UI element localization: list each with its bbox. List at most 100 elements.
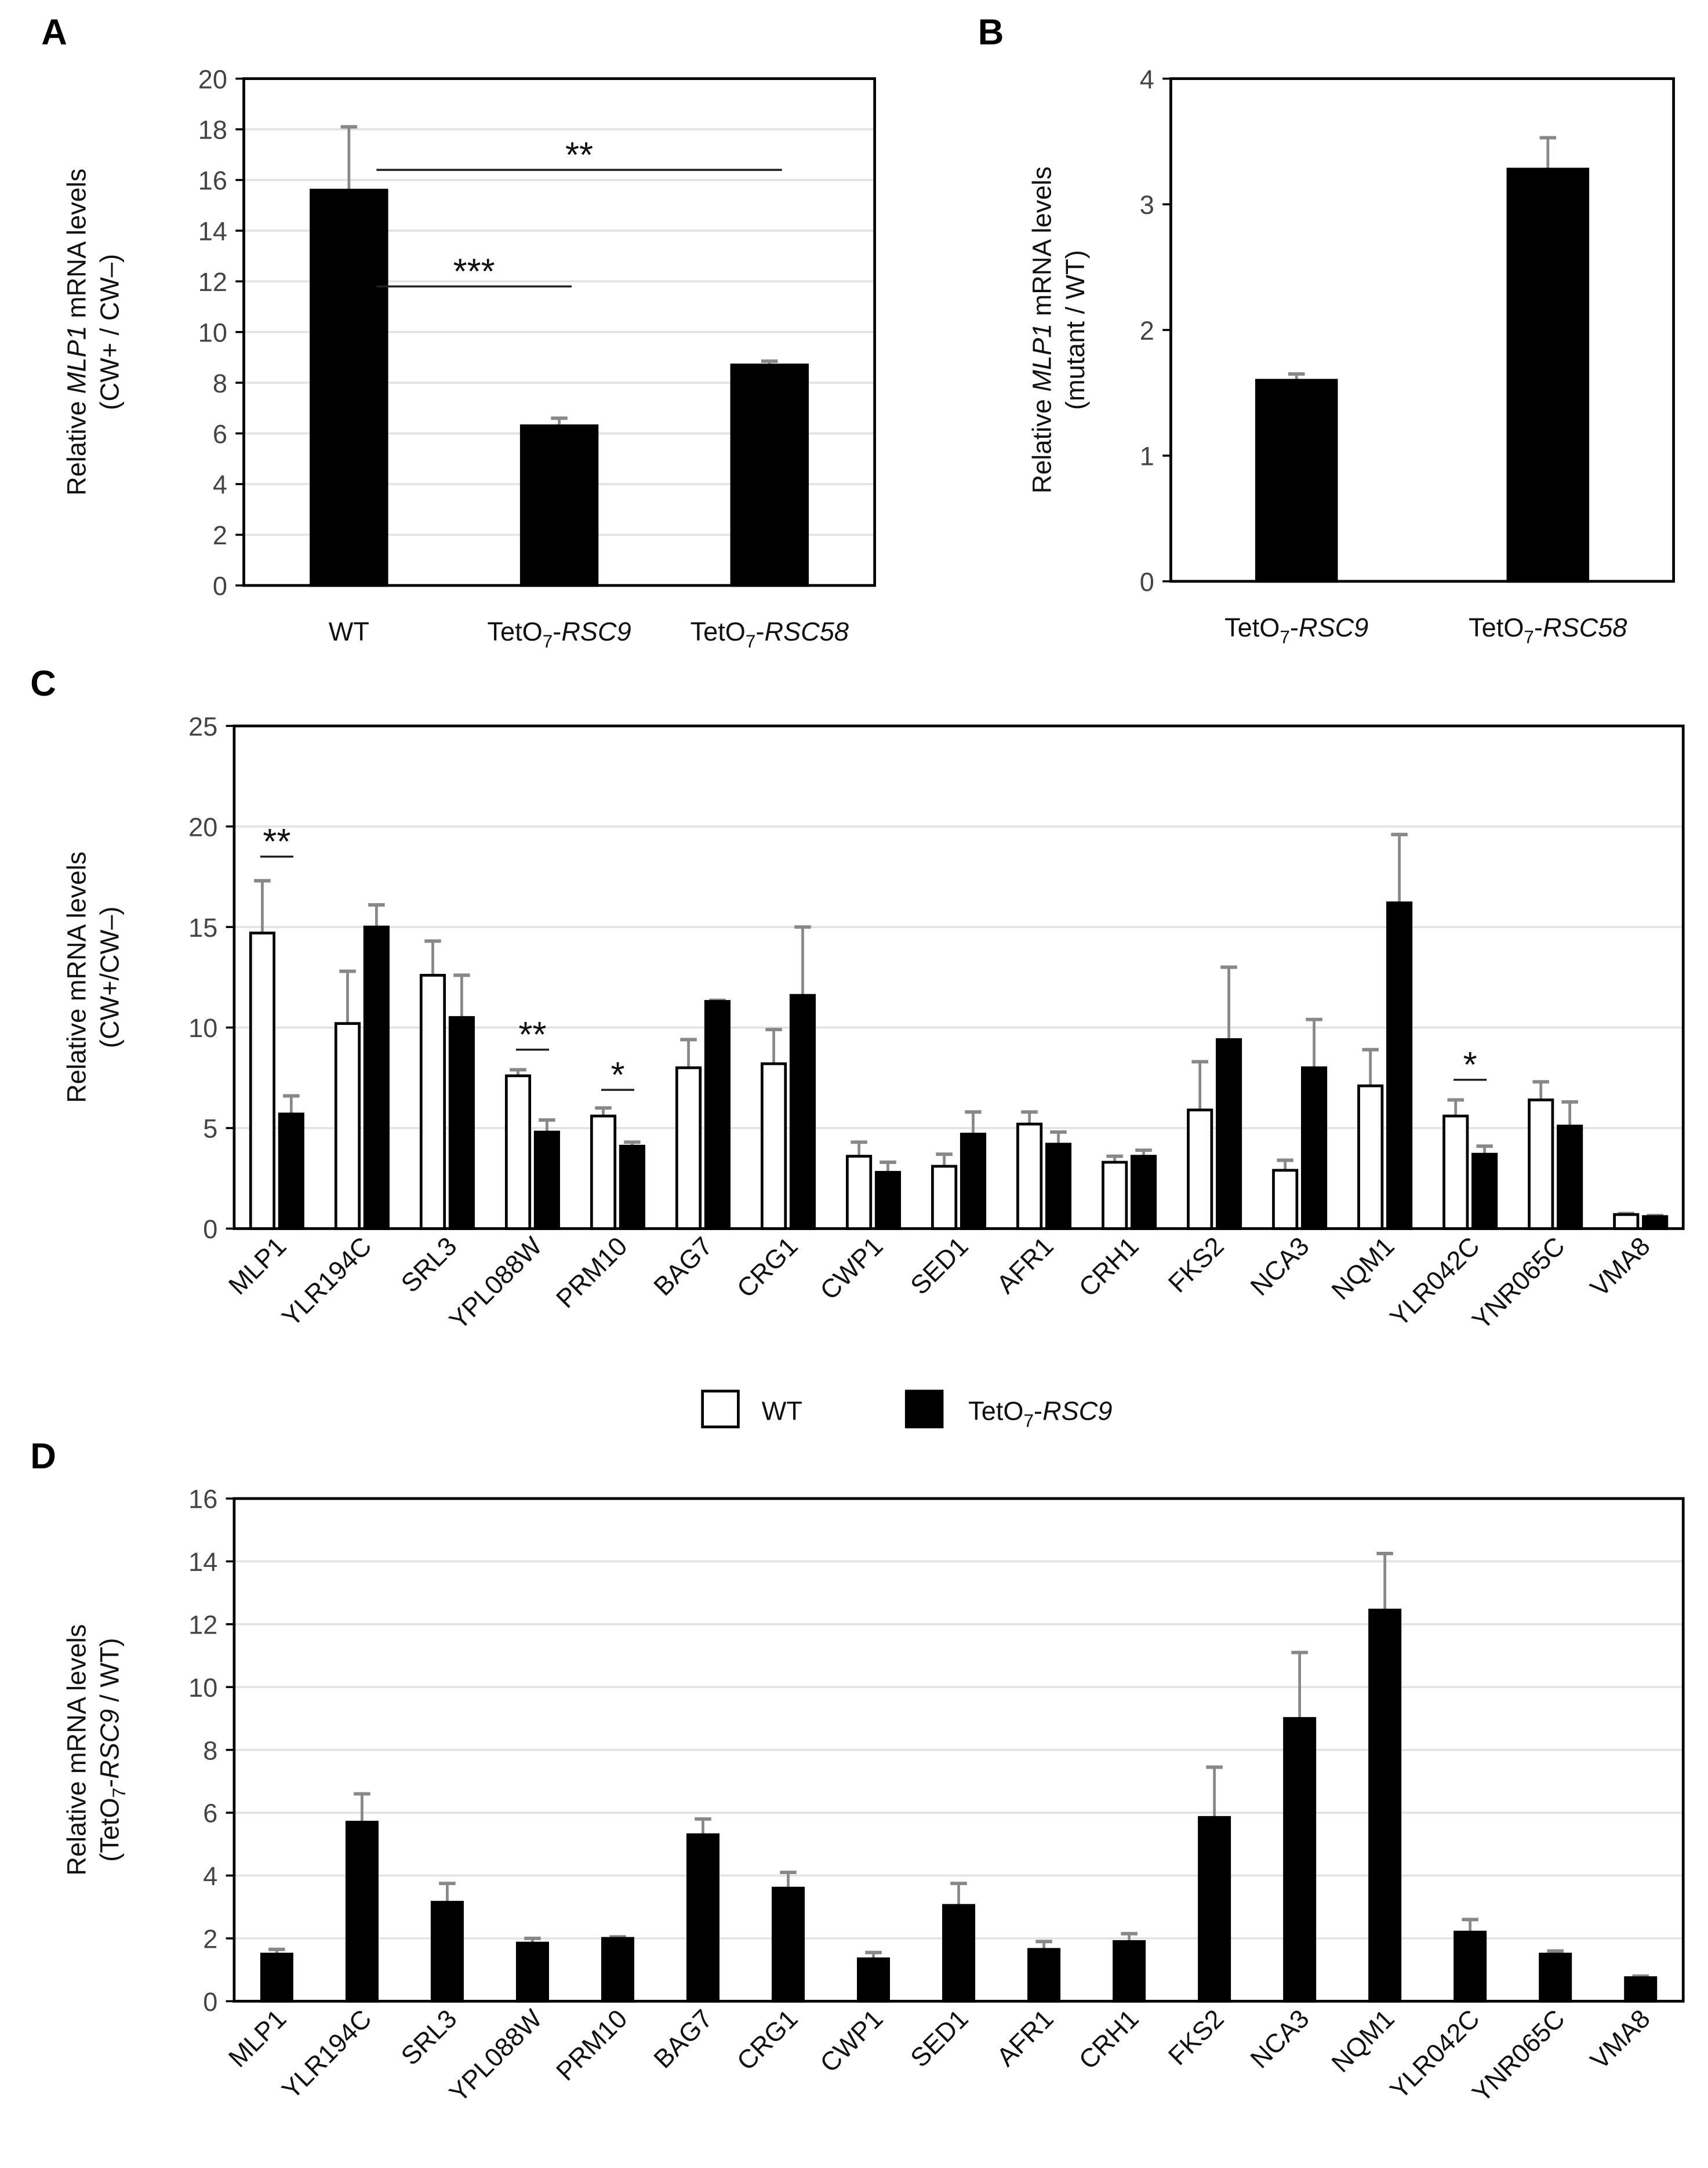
- y-tick-label: 0: [203, 1987, 217, 2017]
- y-tick-label: 2: [1140, 316, 1154, 345]
- x-tick-label: VMA8: [1585, 1231, 1656, 1303]
- text-segment: NQM1: [1325, 1231, 1400, 1305]
- x-tick-label: YPL088W: [444, 1231, 548, 1335]
- bar-crg1-teto7-rsc9-wt: [772, 1886, 805, 2003]
- y-tick-label: 6: [203, 1799, 217, 1828]
- significance-marker: **: [518, 1015, 546, 1055]
- x-tick-label: SED1: [904, 2004, 973, 2073]
- text-segment: 7: [543, 631, 553, 652]
- bar-fks2-teto7-rsc9: [1215, 1038, 1242, 1230]
- x-tick-label: TetO7-RSC9: [1224, 613, 1368, 648]
- bar-afr1-teto7-rsc9: [1045, 1143, 1072, 1230]
- x-tick-label: PRM10: [550, 1231, 633, 1314]
- y-tick-label: 16: [198, 166, 227, 195]
- bar-prm10-teto7-rsc9: [619, 1144, 645, 1230]
- bar-1-value: [519, 424, 599, 587]
- bar-prm10-wt: [590, 1114, 617, 1230]
- text-segment: YPL088W: [444, 2003, 548, 2108]
- text-segment: PRM10: [550, 1231, 633, 1314]
- bar-ynr065c-teto7-rsc9-wt: [1539, 1952, 1572, 2003]
- panel-d: D 0 2 4 6 8 10 12 14 16 Relative mRNA levels (TetO7…: [30, 1436, 1685, 2108]
- y-tick-label: 12: [198, 267, 227, 297]
- significance-marker: **: [263, 822, 290, 862]
- plot-frame: [232, 724, 1685, 1230]
- x-tick-label: CRH1: [1073, 2004, 1144, 2075]
- text-segment: RSC9: [561, 617, 631, 646]
- bar-crg1-wt: [761, 1062, 787, 1230]
- text-segment: RSC9: [1299, 613, 1368, 642]
- y-tick-label: 10: [198, 318, 227, 347]
- bar-afr1-teto7-rsc9-wt: [1027, 1948, 1061, 2003]
- y-tick-label: 0: [1140, 567, 1154, 596]
- bar-crh1-wt: [1102, 1161, 1128, 1230]
- bar-bag7-teto7-rsc9: [704, 1000, 731, 1230]
- bar-prm10-teto7-rsc9-wt: [601, 1937, 634, 2003]
- bar-ypl088w-teto7-rsc9-wt: [515, 1941, 549, 2003]
- x-tick-label: PRM10: [550, 2004, 633, 2086]
- y-tick-label: 0: [203, 1214, 217, 1244]
- x-tick-label: CRG1: [731, 1231, 804, 1304]
- text-segment: RSC58: [764, 617, 848, 646]
- bar-sed1-teto7-rsc9: [960, 1133, 987, 1230]
- panel-label: C: [30, 664, 56, 704]
- bar-ylr042c-teto7-rsc9: [1471, 1152, 1498, 1230]
- bar-0-value: [1255, 379, 1338, 583]
- bar-nca3-teto7-rsc9-wt: [1283, 1717, 1317, 2003]
- significance-marker: ***: [453, 252, 495, 292]
- text-segment: CRH1: [1073, 1231, 1144, 1303]
- text-segment: TetO: [1224, 613, 1280, 642]
- y-axis-label: (CW+ / CW–): [95, 254, 124, 410]
- text-segment: NCA3: [1245, 1231, 1315, 1301]
- text-segment: YLR194C: [276, 1231, 377, 1332]
- text-segment: TetO: [968, 1396, 1023, 1426]
- text-segment: VMA8: [1585, 1231, 1656, 1303]
- text-segment: 7: [1280, 627, 1290, 648]
- bar-ypl088w-teto7-rsc9: [533, 1130, 560, 1230]
- text-segment: RSC9: [1042, 1396, 1112, 1426]
- bar-srl3-teto7-rsc9-wt: [430, 1901, 464, 2003]
- text-segment: BAG7: [648, 1231, 718, 1301]
- text-segment: SED1: [904, 2004, 973, 2073]
- x-tick-label: TetO7-RSC58: [1469, 613, 1627, 648]
- y-tick-label: 4: [213, 470, 227, 500]
- bar-bag7-wt: [675, 1066, 702, 1230]
- x-tick-label: MLP1: [223, 1231, 292, 1300]
- text-segment: 7: [1524, 627, 1534, 648]
- x-tick-label: CRH1: [1073, 1231, 1144, 1303]
- x-tick-label: YPL088W: [444, 2003, 548, 2108]
- y-tick-label: 0: [213, 572, 227, 601]
- text-segment: Relative: [61, 394, 91, 496]
- x-tick-label: BAG7: [648, 2004, 718, 2074]
- x-tick-label: NCA3: [1245, 2004, 1315, 2074]
- bar-ylr042c-wt: [1442, 1114, 1469, 1230]
- panel-b: B 0 1 2 3 4 Relative MLP1 mRNA levels(mutant /…: [978, 12, 1675, 648]
- text-segment: (TetO: [95, 1798, 124, 1861]
- x-tick-label: TetO7-RSC9: [487, 617, 631, 652]
- y-tick-label: 10: [188, 1673, 217, 1703]
- x-tick-label: FKS2: [1162, 2004, 1230, 2071]
- text-segment: SED1: [904, 1231, 973, 1300]
- plot-frame: [1169, 77, 1675, 583]
- x-tick-label: YNR065C: [1466, 1231, 1571, 1336]
- x-tick-label: NCA3: [1245, 1231, 1315, 1301]
- text-segment: TetO: [1469, 613, 1524, 642]
- bar-mlp1-wt: [249, 932, 276, 1230]
- legend: WT TetO7-RSC9: [701, 1389, 1112, 1431]
- text-segment: MLP1: [1027, 323, 1057, 392]
- text-segment: FKS2: [1162, 2004, 1230, 2071]
- bar-fks2-wt: [1187, 1108, 1213, 1230]
- text-segment: CWP1: [814, 2004, 888, 2078]
- text-segment: CRG1: [731, 2004, 804, 2076]
- panel-label: D: [30, 1436, 56, 1476]
- text-segment: AFR1: [991, 1231, 1059, 1300]
- bar-mlp1-teto7-rsc9: [278, 1112, 304, 1230]
- y-tick-label: 3: [1140, 190, 1154, 220]
- y-axis-label: (mutant / WT): [1060, 250, 1090, 410]
- y-tick-label: 25: [188, 712, 217, 741]
- text-segment: / WT): [95, 1638, 124, 1709]
- bar-bag7-teto7-rsc9-wt: [686, 1833, 720, 2003]
- y-tick-label: 2: [203, 1925, 217, 1954]
- y-axis-label: (CW+/CW–): [95, 907, 124, 1048]
- y-tick-label: 18: [198, 115, 227, 145]
- bar-nqm1-teto7-rsc9-wt: [1368, 1609, 1402, 2003]
